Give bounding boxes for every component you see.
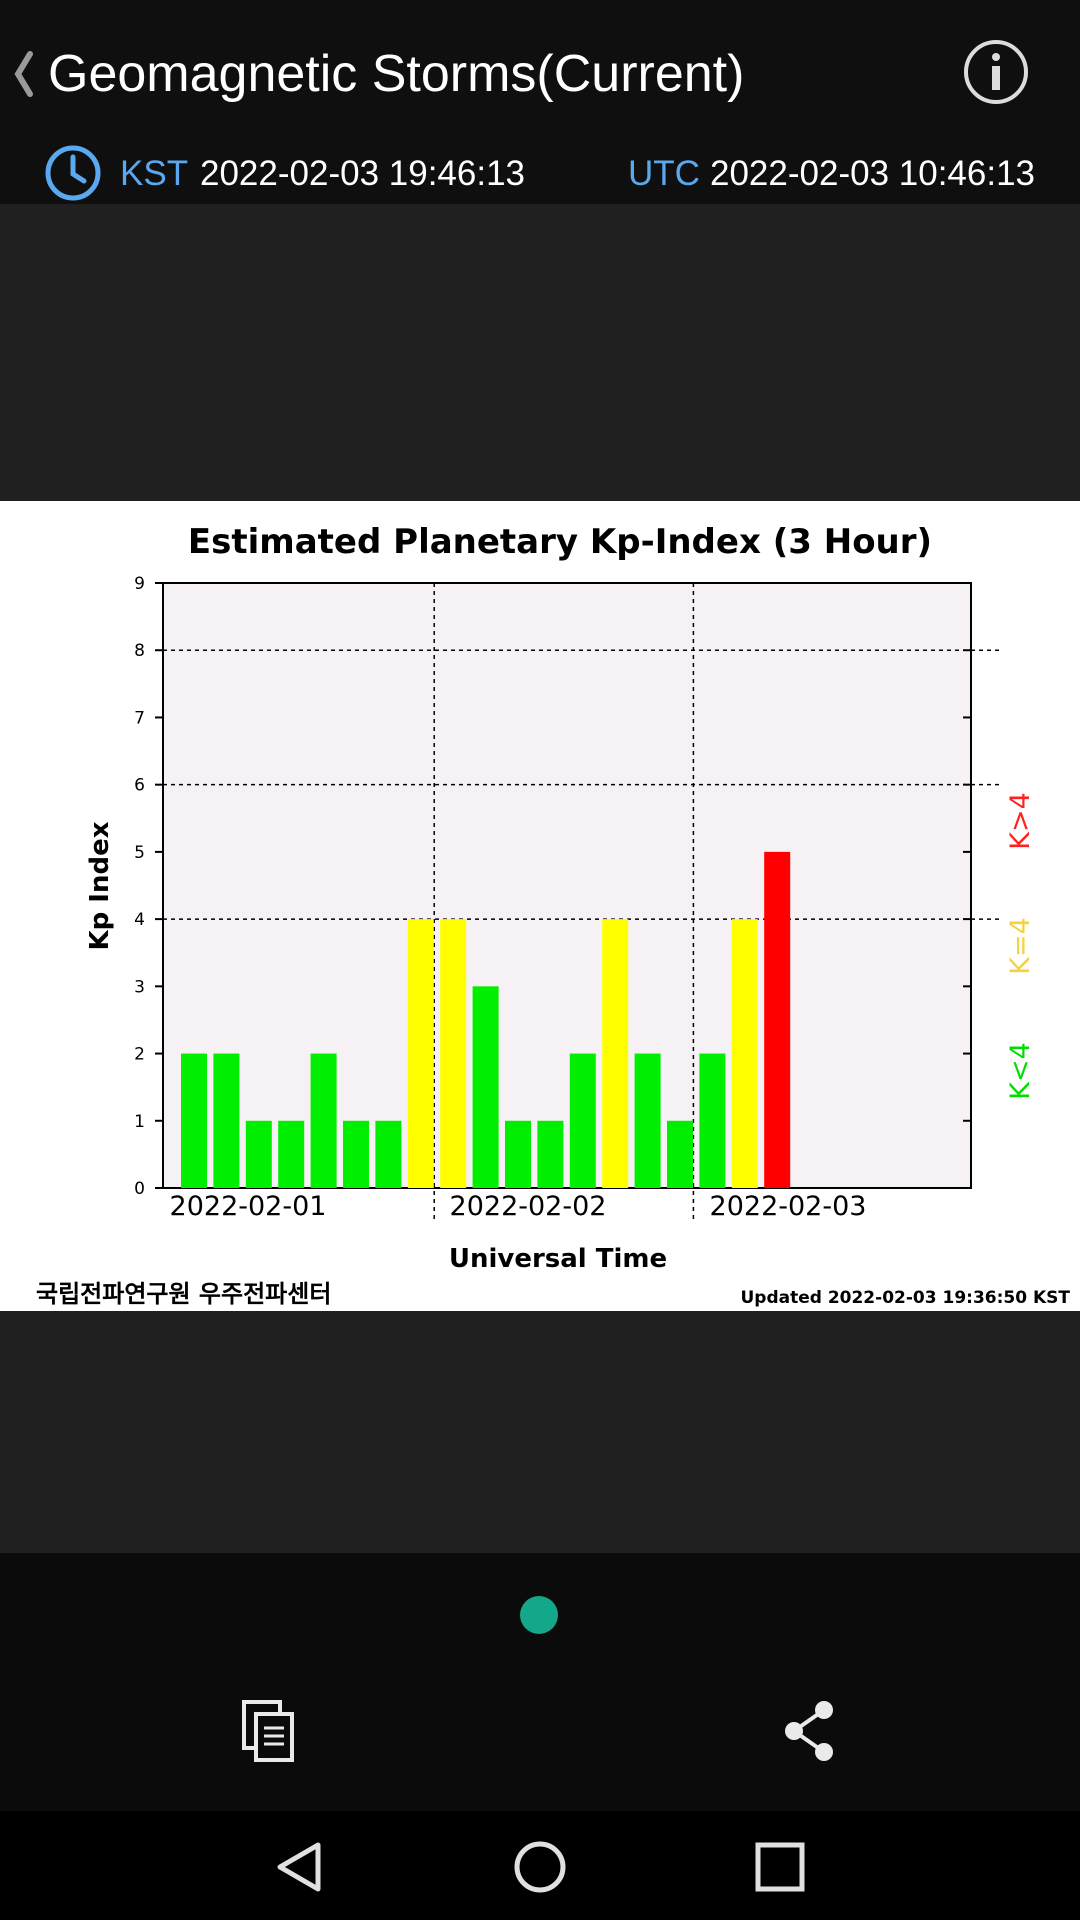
kp-bar-14: [634, 1053, 661, 1188]
kp-bar-7: [407, 919, 434, 1188]
share-icon[interactable]: [780, 1698, 840, 1764]
kp-bar-6: [375, 1120, 402, 1188]
legend: K>4 K=4 K<4: [1005, 792, 1036, 1100]
y-tick-label-3: 3: [134, 977, 145, 997]
kp-bar-12: [569, 1053, 596, 1188]
y-axis-label: Kp Index: [85, 821, 115, 950]
kp-bar-3: [278, 1120, 305, 1188]
kp-index-chart: Estimated Planetary Kp-Index (3 Hour) 0 1…: [0, 501, 1080, 1311]
kp-bar-2: [245, 1120, 272, 1188]
nav-home-icon[interactable]: [512, 1839, 568, 1895]
x-tick-label-2: 2022-02-03: [710, 1191, 867, 1222]
kp-bar-5: [343, 1120, 369, 1188]
y-tick-label-1: 1: [134, 1112, 145, 1132]
kst-label: KST: [120, 154, 189, 193]
y-tick-label-6: 6: [134, 776, 145, 796]
y-tick-label-5: 5: [134, 843, 145, 863]
info-circle-icon[interactable]: [962, 38, 1030, 106]
updated-text: Updated 2022-02-03 19:36:50 KST: [740, 1288, 1070, 1308]
system-nav-bar: [0, 1811, 1080, 1920]
credit-text: 국립전파연구원 우주전파센터: [36, 1280, 331, 1308]
chevron-left-icon[interactable]: [8, 44, 38, 104]
y-tick-label-8: 8: [134, 641, 145, 661]
kp-bar-17: [731, 919, 758, 1188]
kp-bar-11: [537, 1120, 564, 1188]
bottom-toolbar: [0, 1553, 1080, 1811]
utc-time: 2022-02-03 10:46:13: [710, 154, 1035, 193]
x-tick-label-0: 2022-02-01: [170, 1191, 327, 1222]
x-axis: 2022-02-01 2022-02-02 2022-02-03: [170, 1191, 867, 1222]
y-tick-label-0: 0: [134, 1179, 145, 1199]
kp-bar-13: [602, 919, 629, 1188]
gridlines: [163, 583, 1001, 1220]
legend-label-1: K=4: [1005, 917, 1036, 975]
kp-bar-4: [310, 1053, 337, 1188]
bars: [181, 851, 791, 1188]
kp-chart-svg: Estimated Planetary Kp-Index (3 Hour) 0 1…: [0, 501, 1080, 1311]
copy-icon[interactable]: [240, 1698, 300, 1764]
kst-time: 2022-02-03 19:46:13: [200, 154, 525, 193]
app-header: Geomagnetic Storms(Current) KST 2022-02-…: [0, 0, 1080, 204]
kp-bar-9: [472, 986, 499, 1188]
time-row: KST 2022-02-03 19:46:13 UTC 2022-02-03 1…: [0, 140, 1080, 201]
nav-back-icon[interactable]: [272, 1839, 328, 1895]
kp-bar-15: [667, 1120, 693, 1188]
kp-bar-1: [213, 1053, 240, 1188]
nav-recent-icon[interactable]: [752, 1839, 808, 1895]
kp-bar-0: [181, 1053, 207, 1188]
kp-bar-18: [764, 851, 791, 1188]
y-axis: 0 1 2 3 4 5 6 7 8 9: [134, 574, 971, 1199]
legend-label-0: K>4: [1005, 792, 1036, 850]
utc-label: UTC: [628, 154, 700, 193]
clock-icon: [45, 145, 101, 201]
y-tick-label-4: 4: [134, 910, 145, 930]
plot-area: [162, 582, 972, 1189]
x-tick-label-1: 2022-02-02: [450, 1191, 607, 1222]
legend-label-2: K<4: [1005, 1042, 1036, 1100]
chart-title: Estimated Planetary Kp-Index (3 Hour): [188, 522, 932, 562]
page-title: Geomagnetic Storms(Current): [48, 45, 745, 103]
y-tick-label-2: 2: [134, 1045, 145, 1065]
y-tick-label-9: 9: [134, 574, 145, 594]
y-tick-label-7: 7: [134, 708, 145, 728]
x-axis-label: Universal Time: [449, 1244, 667, 1274]
kp-bar-16: [699, 1053, 726, 1188]
kp-bar-8: [440, 919, 467, 1188]
page-indicator-dot: [520, 1596, 558, 1634]
kp-bar-10: [505, 1120, 531, 1188]
